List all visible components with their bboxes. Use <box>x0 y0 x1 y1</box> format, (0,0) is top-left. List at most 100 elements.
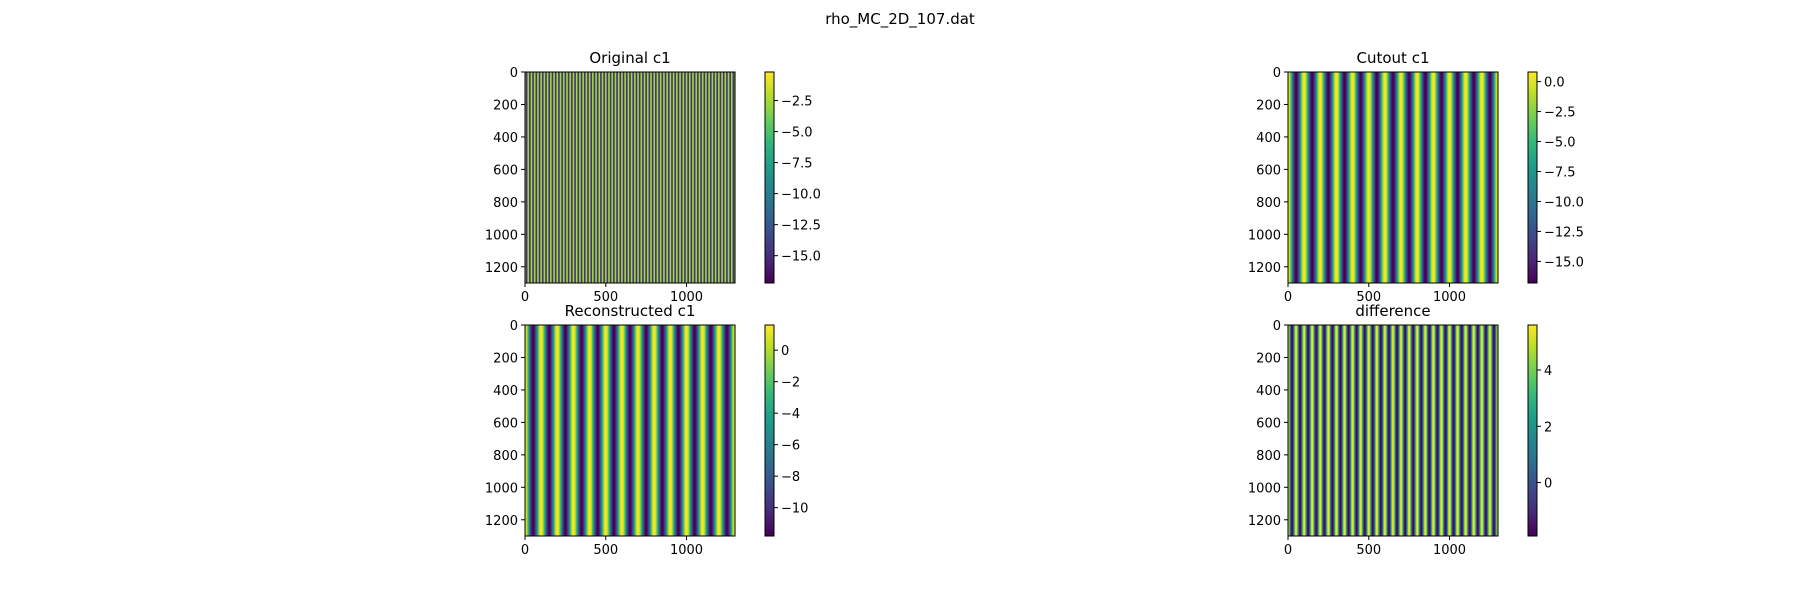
heatmap-cell <box>1434 325 1436 536</box>
heatmap-cell <box>1424 325 1426 536</box>
heatmap-cell <box>571 72 574 283</box>
heatmap-cell <box>710 72 713 283</box>
heatmap-cell <box>1351 325 1353 536</box>
heatmap-cell <box>1460 72 1462 283</box>
heatmap-cell <box>537 72 540 283</box>
heatmap-cell <box>1412 325 1414 536</box>
heatmap-cell <box>1401 72 1404 283</box>
heatmap-cell <box>675 325 677 536</box>
panel-reconstructed: Reconstructed c1 0 200 400 600 800 1000 1200 0… <box>485 302 809 558</box>
heatmap-cell <box>1367 72 1370 283</box>
colorbar-tick-label: 0 <box>1544 477 1552 492</box>
heatmap-cell <box>717 72 719 283</box>
heatmap-cell <box>525 325 527 536</box>
heatmap-cell <box>1474 72 1476 283</box>
heatmap-cell <box>527 325 529 536</box>
heatmap-cell <box>1419 325 1422 536</box>
x-tick-label: 1000 <box>670 290 703 305</box>
heatmap-cell <box>688 72 691 283</box>
panel-title: Reconstructed c1 <box>565 302 696 320</box>
heatmap-cell <box>702 72 705 283</box>
heatmap-cell <box>1410 325 1413 536</box>
heatmap-cell <box>533 72 536 283</box>
heatmap-cell <box>680 325 682 536</box>
heatmap-image <box>525 72 736 283</box>
heatmap-cell <box>554 325 557 536</box>
colorbar-tick-label: 2 <box>1544 420 1552 435</box>
heatmap-cell <box>642 325 645 536</box>
heatmap-cell <box>689 72 692 283</box>
heatmap-cell <box>529 72 531 283</box>
heatmap-cell <box>1432 325 1434 536</box>
heatmap-cell <box>1364 72 1367 283</box>
heatmap-cell <box>596 325 599 536</box>
heatmap-cell <box>1398 72 1401 283</box>
heatmap-cell <box>1314 72 1317 283</box>
heatmap-cell <box>1310 72 1313 283</box>
heatmap-cell <box>651 72 653 283</box>
heatmap-cell <box>1291 72 1293 283</box>
heatmap-cell <box>640 72 642 283</box>
colorbar-tick-label: 0.0 <box>1544 76 1565 91</box>
heatmap-cell <box>688 72 690 283</box>
heatmap-cell <box>1382 72 1384 283</box>
heatmap-cell <box>618 325 621 536</box>
heatmap-cell <box>573 72 575 283</box>
heatmap-cell <box>1384 72 1386 283</box>
heatmap-cell <box>551 72 554 283</box>
y-axis: 0 200 400 600 800 1000 1200 <box>485 319 525 529</box>
heatmap-cell <box>1496 72 1498 283</box>
heatmap-cell <box>610 325 613 536</box>
heatmap-cell <box>1296 325 1298 536</box>
heatmap-cell <box>649 325 651 536</box>
heatmap-cell <box>643 72 646 283</box>
heatmap-cell <box>699 325 701 536</box>
heatmap-cell <box>536 325 538 536</box>
heatmap-cell <box>536 72 538 283</box>
heatmap-cell <box>630 72 632 283</box>
heatmap-cell <box>1298 325 1300 536</box>
heatmap-cell <box>636 72 638 283</box>
heatmap-cell <box>592 325 594 536</box>
heatmap-cell <box>617 325 620 536</box>
heatmap-cell <box>680 72 682 283</box>
heatmap-cell <box>1443 72 1446 283</box>
heatmap-cell <box>1409 325 1411 536</box>
heatmap-cell <box>726 325 729 536</box>
heatmap-cell <box>728 325 730 536</box>
heatmap-cell <box>696 72 698 283</box>
heatmap-cell <box>1393 325 1395 536</box>
heatmap-cell <box>711 72 713 283</box>
heatmap-cell <box>537 325 539 536</box>
heatmap-cell <box>1364 325 1367 536</box>
heatmap-cell <box>582 325 584 536</box>
heatmap-cell <box>1393 72 1396 283</box>
colorbar-tick-label: −15.0 <box>1544 255 1584 270</box>
heatmap-cell <box>1388 72 1391 283</box>
x-tick-label: 1000 <box>1433 290 1466 305</box>
heatmap-cell <box>730 325 733 536</box>
heatmap-cell <box>1489 72 1491 283</box>
heatmap-cell <box>1417 325 1419 536</box>
heatmap-cell <box>695 72 697 283</box>
heatmap-cell <box>525 325 528 536</box>
heatmap-cell <box>730 72 733 283</box>
heatmap-cell <box>1343 72 1346 283</box>
heatmap-cell <box>596 72 598 283</box>
heatmap-cell <box>546 72 548 283</box>
heatmap-cell <box>1321 72 1324 283</box>
heatmap-cell <box>662 325 664 536</box>
heatmap-cell <box>659 72 661 283</box>
y-tick-label: 1200 <box>1248 514 1281 529</box>
heatmap-cell <box>1464 325 1466 536</box>
heatmap-cell <box>590 325 592 536</box>
heatmap-cell <box>529 72 532 283</box>
heatmap-cell <box>655 325 658 536</box>
heatmap-cell <box>1440 72 1443 283</box>
heatmap-cell <box>714 72 717 283</box>
heatmap-cell <box>606 72 608 283</box>
heatmap-cell <box>1397 72 1399 283</box>
heatmap-cell <box>1322 325 1325 536</box>
heatmap-image <box>525 325 736 536</box>
heatmap-cell <box>729 72 731 283</box>
